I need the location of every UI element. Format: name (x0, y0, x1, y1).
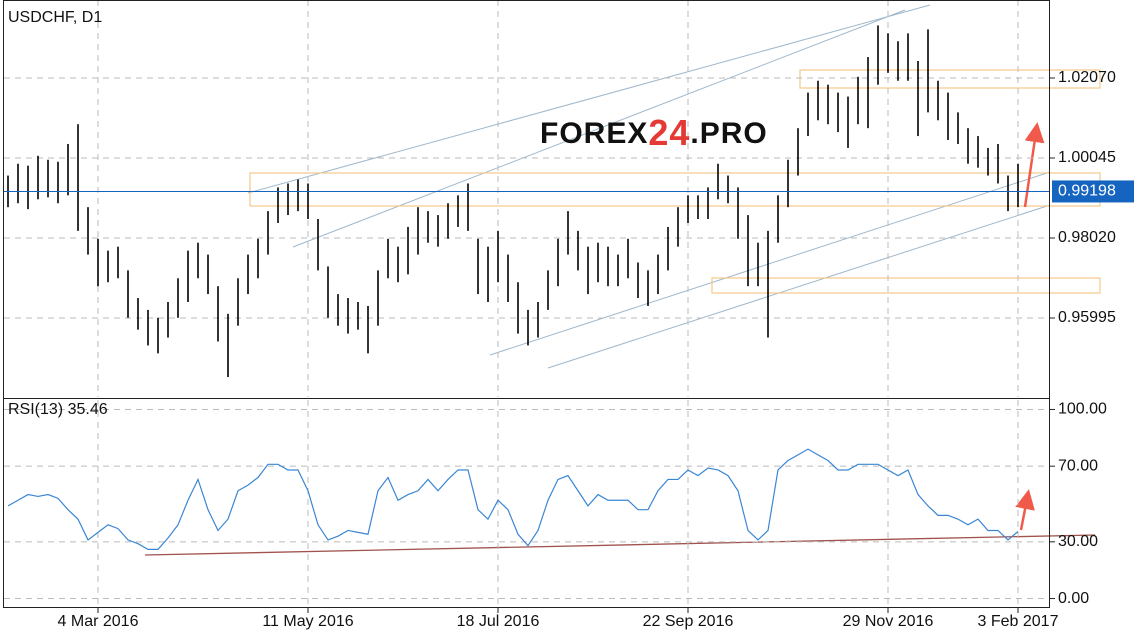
watermark: FOREX24.PRO (540, 112, 768, 153)
arrow (1015, 489, 1035, 531)
last-price-label: 0.99198 (1058, 183, 1116, 200)
x-tick-label: 3 Feb 2017 (978, 613, 1059, 630)
rsi-trend-line (144, 534, 1096, 556)
resistance-zone (799, 69, 1101, 89)
trend-line (247, 4, 931, 194)
trend-line (489, 171, 1051, 356)
watermark-part: 24 (648, 112, 690, 153)
y-tick-label: 0.00 (1058, 590, 1089, 607)
y-tick-label: 0.95995 (1058, 309, 1116, 326)
y-tick-label: 1.02070 (1058, 69, 1116, 86)
watermark-part: FOREX (540, 117, 648, 150)
chart-title: USDCHF, D1 (8, 9, 102, 26)
y-tick-label: 70.00 (1058, 457, 1098, 474)
support-zone (711, 277, 1101, 294)
plot-frame (3, 0, 1050, 608)
watermark-part: .PRO (690, 117, 767, 150)
y-tick-label: 100.00 (1058, 401, 1107, 418)
y-tick-label: 0.98020 (1058, 229, 1116, 246)
arrow (1023, 122, 1045, 208)
x-tick-label: 22 Sep 2016 (643, 613, 734, 630)
x-tick-label: 29 Nov 2016 (843, 613, 934, 630)
last-price-box (1052, 180, 1134, 203)
rsi-line (7, 448, 1019, 550)
x-tick-label: 11 May 2016 (262, 613, 353, 630)
y-tick-label: 1.00045 (1058, 149, 1116, 166)
plot-layer: 1.02070 1.00045 0.98020 0.95995 4 Mar 2016 11… (4, 0, 1134, 630)
trend-line (547, 204, 1051, 369)
x-tick-label: 4 Mar 2016 (58, 613, 139, 630)
rsi-title: RSI(13) 35.46 (8, 401, 108, 418)
y-tick-label: 30.00 (1058, 533, 1098, 550)
x-tick-label: 18 Jul 2016 (457, 613, 540, 630)
trend-line (292, 9, 906, 248)
